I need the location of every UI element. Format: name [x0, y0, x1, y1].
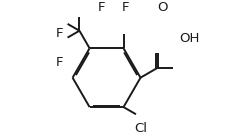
Text: F: F — [98, 1, 106, 14]
Text: F: F — [55, 55, 63, 68]
Text: OH: OH — [179, 32, 199, 45]
Text: Cl: Cl — [135, 122, 148, 135]
Text: O: O — [157, 1, 167, 14]
Text: F: F — [55, 27, 63, 40]
Text: F: F — [122, 1, 129, 14]
